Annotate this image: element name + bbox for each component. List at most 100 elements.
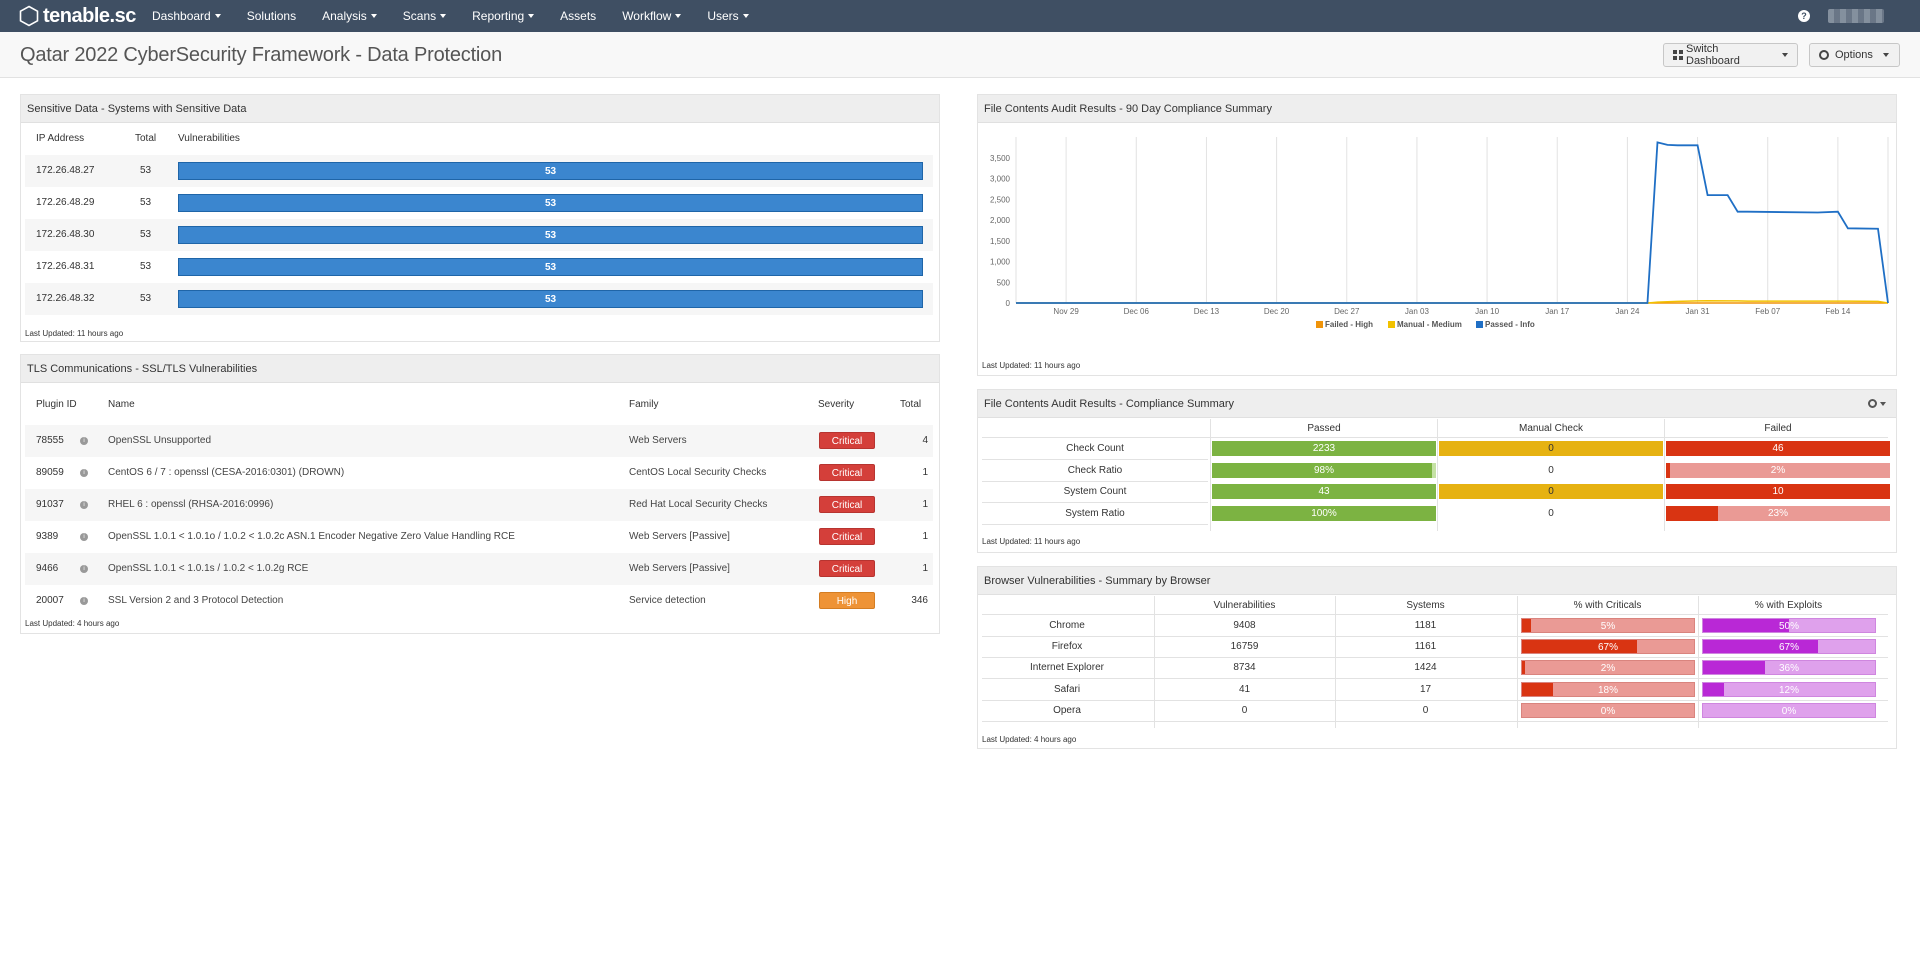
matrix-divider (982, 502, 1208, 503)
panel-options-button[interactable] (1868, 399, 1886, 408)
vulnerability-count[interactable]: 0 (1241, 704, 1248, 716)
passed-ratio-cell[interactable]: 100% (1212, 505, 1436, 521)
exploits-percent-cell[interactable]: 50% (1702, 618, 1876, 633)
table-row[interactable]: 78555 i OpenSSL Unsupported Web Servers Crit… (25, 425, 933, 457)
manual-cell[interactable]: 0 (1439, 484, 1663, 499)
legend-label[interactable]: Passed - Info (1485, 320, 1535, 329)
severity-badge: Critical (819, 560, 875, 577)
info-icon[interactable]: i (80, 565, 88, 573)
plugin-name[interactable]: OpenSSL Unsupported (108, 435, 212, 446)
table-row[interactable]: 172.26.48.30 53 53 (25, 219, 933, 251)
vulnerability-bar[interactable]: 53 (178, 162, 923, 180)
nav-item-reporting[interactable]: Reporting (472, 9, 535, 23)
exploits-percent-cell[interactable]: 12% (1702, 681, 1876, 697)
info-icon[interactable]: i (80, 501, 88, 509)
page-title: Qatar 2022 CyberSecurity Framework - Dat… (20, 44, 503, 66)
table-row[interactable]: 9466 i OpenSSL 1.0.1 < 1.0.1s / 1.0.2 < 1.… (25, 553, 933, 585)
info-icon[interactable]: i (80, 597, 88, 605)
system-count[interactable]: 17 (1419, 683, 1432, 695)
column-header-total: Total (135, 133, 157, 144)
system-count[interactable]: 1181 (1414, 620, 1437, 631)
info-icon[interactable]: i (80, 469, 88, 477)
criticals-percent-cell[interactable]: 5% (1521, 618, 1695, 633)
manual-cell[interactable]: 0 (1439, 441, 1663, 456)
vulnerability-count[interactable]: 41 (1238, 683, 1251, 695)
column-header-severity: Severity (818, 399, 855, 410)
table-row[interactable]: 91037 i RHEL 6 : openssl (RHSA-2016:0996) R… (25, 489, 933, 521)
failed-ratio-cell[interactable]: 23% (1666, 505, 1890, 521)
plugin-name[interactable]: OpenSSL 1.0.1 < 1.0.1s / 1.0.2 < 1.0.2g … (108, 563, 309, 574)
user-menu-avatar[interactable] (1828, 9, 1884, 23)
brand-logo[interactable]: tenable.sc (18, 5, 138, 27)
ip-address: 172.26.48.32 (36, 293, 95, 304)
table-row[interactable]: 172.26.48.31 53 53 (25, 251, 933, 283)
options-button[interactable]: Options (1809, 43, 1900, 67)
passed-ratio-cell[interactable]: 98% (1212, 462, 1436, 478)
criticals-percent-cell[interactable]: 0% (1521, 702, 1695, 718)
plugin-name[interactable]: CentOS 6 / 7 : openssl (CESA-2016:0301) … (108, 467, 345, 478)
exploits-percent-cell[interactable]: 67% (1702, 639, 1876, 655)
vulnerability-bar[interactable]: 53 (178, 226, 923, 244)
table-row[interactable]: 89059 i CentOS 6 / 7 : openssl (CESA-2016:… (25, 457, 933, 489)
nav-item-label: Workflow (622, 9, 672, 23)
failed-cell[interactable]: 46 (1666, 441, 1890, 456)
system-count[interactable]: 1161 (1414, 641, 1437, 653)
plugin-family: Red Hat Local Security Checks (629, 499, 768, 510)
nav-item-workflow[interactable]: Workflow (622, 9, 682, 23)
nav-item-label: Solutions (246, 9, 297, 23)
criticals-percent-cell[interactable]: 18% (1521, 681, 1695, 697)
nav-item-solutions[interactable]: Solutions (247, 9, 296, 23)
legend-label[interactable]: Failed - High (1325, 320, 1373, 329)
nav-item-analysis[interactable]: Analysis (322, 9, 377, 23)
passed-ratio-fill (1212, 505, 1436, 521)
info-icon[interactable]: i (80, 533, 88, 541)
vulnerability-count[interactable]: 9408 (1233, 620, 1256, 631)
nav-item-users[interactable]: Users (707, 9, 749, 23)
criticals-percent-cell[interactable]: 67% (1521, 639, 1695, 655)
y-tick-label: 3,500 (990, 154, 1011, 163)
exploits-percent-cell[interactable]: 0% (1702, 702, 1876, 718)
info-icon[interactable]: i (80, 437, 88, 445)
table-row[interactable]: 172.26.48.29 53 53 (25, 187, 933, 219)
plugin-id: 89059 (36, 467, 64, 478)
vulnerability-count[interactable]: 16759 (1230, 641, 1259, 653)
switch-dashboard-button[interactable]: Switch Dashboard (1663, 43, 1798, 67)
column-header-ip: IP Address (36, 133, 85, 144)
failed-ratio-cell[interactable]: 2% (1666, 462, 1890, 478)
vulnerability-count[interactable]: 8734 (1233, 662, 1256, 674)
plugin-name[interactable]: RHEL 6 : openssl (RHSA-2016:0996) (108, 499, 274, 510)
nav-item-scans[interactable]: Scans (403, 9, 447, 23)
matrix-divider (1437, 419, 1438, 531)
panel-title: Sensitive Data - Systems with Sensitive … (21, 95, 939, 123)
plugin-name[interactable]: SSL Version 2 and 3 Protocol Detection (108, 595, 284, 606)
plugin-family: Web Servers [Passive] (629, 563, 730, 574)
vulnerability-bar[interactable]: 53 (178, 194, 923, 212)
table-row[interactable]: 172.26.48.27 53 53 (25, 155, 933, 187)
legend-label[interactable]: Manual - Medium (1397, 320, 1462, 329)
table-row[interactable]: 9389 i OpenSSL 1.0.1 < 1.0.1o / 1.0.2 < 1.… (25, 521, 933, 553)
ip-address: 172.26.48.30 (36, 229, 95, 240)
system-count[interactable]: 1424 (1414, 662, 1437, 674)
brand-name: tenable.sc (43, 5, 136, 27)
table-row[interactable]: 20007 i SSL Version 2 and 3 Protocol Detec… (25, 585, 933, 617)
help-icon[interactable]: ? (1798, 10, 1810, 22)
exploits-percent-cell[interactable]: 36% (1702, 660, 1876, 676)
audit-90day-panel: File Contents Audit Results - 90 Day Com… (977, 94, 1897, 376)
plugin-name[interactable]: OpenSSL 1.0.1 < 1.0.1o / 1.0.2 < 1.0.2c … (108, 531, 515, 542)
vulnerability-bar[interactable]: 53 (178, 258, 923, 276)
nav-item-dashboard[interactable]: Dashboard (152, 9, 221, 23)
table-row[interactable]: 172.26.48.32 53 53 (25, 283, 933, 315)
column-header: % with Exploits (1754, 600, 1823, 611)
failed-cell[interactable]: 10 (1666, 484, 1890, 499)
column-header-vulnerabilities: Vulnerabilities (178, 133, 240, 144)
passed-cell[interactable]: 43 (1212, 484, 1436, 499)
nav-item-assets[interactable]: Assets (560, 9, 596, 23)
vulnerability-bar[interactable]: 53 (178, 290, 923, 308)
system-count[interactable]: 0 (1422, 704, 1429, 716)
exploits-percent-fill (1703, 619, 1789, 632)
matrix-divider (982, 657, 1888, 659)
plugin-family: CentOS Local Security Checks (629, 467, 767, 478)
criticals-percent-cell[interactable]: 2% (1521, 660, 1695, 676)
passed-cell[interactable]: 2233 (1212, 441, 1436, 456)
series-line-passed-info[interactable] (1016, 141, 1889, 304)
